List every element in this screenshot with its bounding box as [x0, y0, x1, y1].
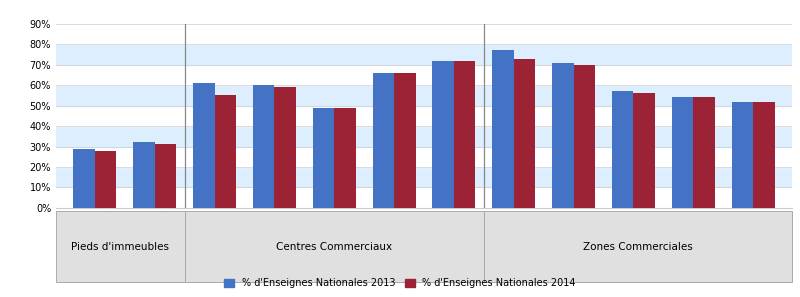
- Bar: [154, 144, 176, 208]
- Bar: [56, 24, 792, 44]
- Bar: [454, 61, 475, 208]
- Bar: [214, 95, 236, 208]
- Bar: [694, 97, 715, 208]
- Bar: [373, 73, 394, 208]
- Text: Zones Commerciales: Zones Commerciales: [583, 241, 693, 252]
- Bar: [133, 143, 154, 208]
- Bar: [634, 93, 655, 208]
- FancyBboxPatch shape: [56, 211, 185, 282]
- Bar: [313, 108, 334, 208]
- Legend: % d'Enseignes Nationales 2013, % d'Enseignes Nationales 2014: % d'Enseignes Nationales 2013, % d'Ensei…: [220, 274, 580, 292]
- Bar: [56, 65, 792, 85]
- Bar: [74, 148, 95, 208]
- Bar: [56, 106, 792, 126]
- Bar: [56, 167, 792, 187]
- Bar: [574, 65, 595, 208]
- Bar: [56, 85, 792, 106]
- Bar: [95, 151, 117, 208]
- Bar: [492, 50, 514, 208]
- Bar: [394, 73, 416, 208]
- Text: Centres Commerciaux: Centres Commerciaux: [276, 241, 392, 252]
- Bar: [432, 61, 454, 208]
- Bar: [193, 83, 214, 208]
- Bar: [56, 126, 792, 146]
- Bar: [552, 63, 574, 208]
- Bar: [56, 146, 792, 167]
- Bar: [753, 102, 774, 208]
- Bar: [514, 59, 535, 208]
- FancyBboxPatch shape: [484, 211, 792, 282]
- Bar: [731, 102, 753, 208]
- Bar: [334, 108, 356, 208]
- Bar: [672, 97, 694, 208]
- Text: Pieds d'immeubles: Pieds d'immeubles: [71, 241, 170, 252]
- Bar: [56, 187, 792, 208]
- Bar: [56, 44, 792, 65]
- FancyBboxPatch shape: [185, 211, 484, 282]
- Bar: [274, 87, 296, 208]
- Bar: [612, 91, 634, 208]
- Bar: [253, 85, 274, 208]
